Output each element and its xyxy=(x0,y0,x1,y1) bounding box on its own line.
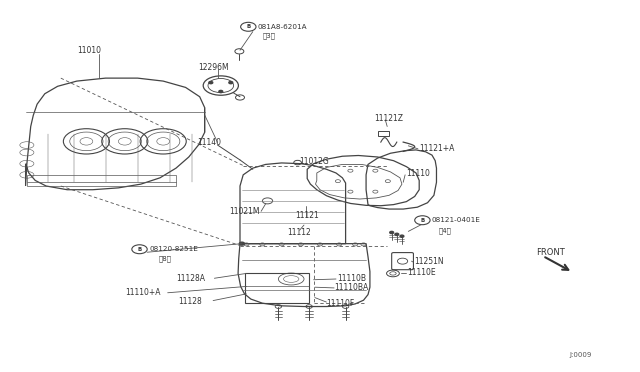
Text: B: B xyxy=(420,218,424,223)
Text: 11128A: 11128A xyxy=(176,274,205,283)
Text: 12296M: 12296M xyxy=(198,63,229,72)
Text: 11121+A: 11121+A xyxy=(419,144,454,153)
Text: 08120-8251E: 08120-8251E xyxy=(149,246,198,252)
Text: 11128: 11128 xyxy=(178,297,202,306)
Circle shape xyxy=(219,90,223,93)
Text: 11110: 11110 xyxy=(406,169,430,178)
Text: 11110+A: 11110+A xyxy=(125,288,160,297)
Text: 11010: 11010 xyxy=(77,46,101,55)
Circle shape xyxy=(209,81,212,84)
Text: 11110E: 11110E xyxy=(408,268,436,277)
Text: 11140: 11140 xyxy=(197,138,221,147)
Text: 〈3〉: 〈3〉 xyxy=(262,32,275,39)
Text: 11110F: 11110F xyxy=(326,299,355,308)
Text: 11121: 11121 xyxy=(296,211,319,219)
Text: 〈4〉: 〈4〉 xyxy=(438,227,451,234)
Circle shape xyxy=(395,233,399,235)
Text: B: B xyxy=(138,247,141,252)
Circle shape xyxy=(229,81,233,84)
Text: 11110BA: 11110BA xyxy=(334,283,369,292)
Text: 11251N: 11251N xyxy=(414,257,444,266)
Text: 081A8-6201A: 081A8-6201A xyxy=(257,24,307,30)
Text: B: B xyxy=(246,24,250,29)
Text: 11110B: 11110B xyxy=(337,274,366,283)
Circle shape xyxy=(400,235,404,237)
Text: 11012G: 11012G xyxy=(300,157,329,166)
Text: 11021M: 11021M xyxy=(229,207,260,216)
Circle shape xyxy=(239,242,244,245)
Text: 11121Z: 11121Z xyxy=(374,114,403,123)
Text: J:0009: J:0009 xyxy=(570,352,592,358)
Text: 08121-0401E: 08121-0401E xyxy=(432,217,481,223)
Text: 〈8〉: 〈8〉 xyxy=(159,255,172,262)
Text: FRONT: FRONT xyxy=(536,248,564,257)
Text: 11112: 11112 xyxy=(287,228,310,237)
Circle shape xyxy=(390,231,394,234)
